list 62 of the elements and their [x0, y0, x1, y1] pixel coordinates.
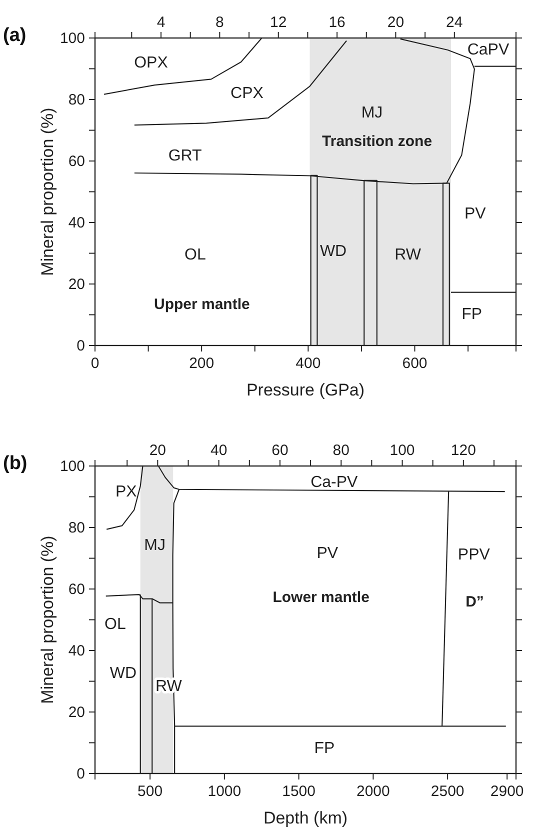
x2-tick-label: 100: [390, 442, 415, 459]
y-tick-label: 80: [68, 91, 85, 108]
x-tick-label: 0: [90, 355, 100, 372]
x2-tick-label: 40: [210, 442, 228, 459]
y-tick-label: 100: [60, 30, 85, 47]
x-tick-label: 500: [138, 783, 163, 800]
annotation: CPX: [230, 84, 264, 102]
annotation: CaPV: [467, 41, 510, 58]
y-tick-label: 40: [68, 214, 85, 232]
annotation: OL: [184, 246, 206, 264]
chart-title: (b): [3, 453, 28, 474]
y-axis-title: Mineral proportion (%): [38, 536, 57, 704]
y-tick-label: 20: [68, 276, 85, 293]
x2-tick-label: 4: [156, 14, 166, 31]
y-tick-label: 80: [68, 519, 85, 536]
annotation: Transition zone: [322, 132, 432, 150]
annotation: MJ: [144, 536, 166, 554]
annotation: PPV: [458, 546, 490, 564]
x2-tick-label: 20: [387, 14, 404, 31]
x-tick-label: 2900: [490, 783, 524, 800]
y-tick-label: 60: [68, 580, 85, 598]
annotation: WD: [110, 664, 137, 682]
y-tick-label: 100: [60, 458, 85, 475]
annotation: Lower mantle: [272, 589, 370, 606]
y-tick-label: 20: [68, 704, 85, 721]
chart-title: (a): [3, 25, 26, 46]
annotation: Ca-PV: [310, 474, 358, 492]
annotation: GRT: [168, 147, 202, 164]
annotation: D”: [466, 594, 484, 611]
x-tick-label: 1000: [208, 783, 242, 800]
x2-tick-label: 60: [272, 442, 288, 459]
y-tick-label: 60: [68, 152, 85, 170]
x-tick-label: 200: [189, 355, 214, 372]
annotation: PV: [464, 205, 486, 222]
annotation: RW: [394, 246, 422, 264]
annotation: OPX: [134, 54, 168, 72]
annotation: PX: [115, 484, 138, 501]
x2-tick-label: 80: [332, 442, 350, 459]
annotation: OL: [104, 616, 126, 633]
annotation: PV: [316, 545, 338, 562]
x-axis-title: Depth (km): [263, 808, 348, 828]
x2-tick-label: 8: [216, 14, 224, 31]
y-axis-title: Mineral proportion (%): [38, 108, 57, 276]
x2-tick-label: 20: [149, 442, 166, 459]
y-tick-label: 0: [76, 337, 85, 354]
x2-tick-label: 16: [328, 14, 346, 31]
x-tick-label: 2000: [356, 783, 390, 800]
x2-tick-label: 120: [450, 442, 476, 459]
annotation: FP: [462, 306, 482, 323]
y-tick-label: 40: [68, 642, 85, 660]
annotation: Upper mantle: [154, 296, 250, 314]
annotation: WD: [320, 243, 347, 260]
x-tick-label: 2500: [430, 783, 464, 800]
x-axis-title: Pressure (GPa): [246, 380, 365, 400]
x-tick-label: 400: [296, 355, 321, 372]
annotation: MJ: [361, 104, 383, 122]
y-tick-label: 0: [76, 765, 85, 782]
x-tick-label: 1500: [282, 783, 316, 800]
x2-tick-label: 12: [270, 14, 287, 31]
x-tick-label: 600: [402, 355, 428, 372]
x2-tick-label: 24: [446, 14, 463, 31]
annotation: FP: [314, 740, 335, 757]
